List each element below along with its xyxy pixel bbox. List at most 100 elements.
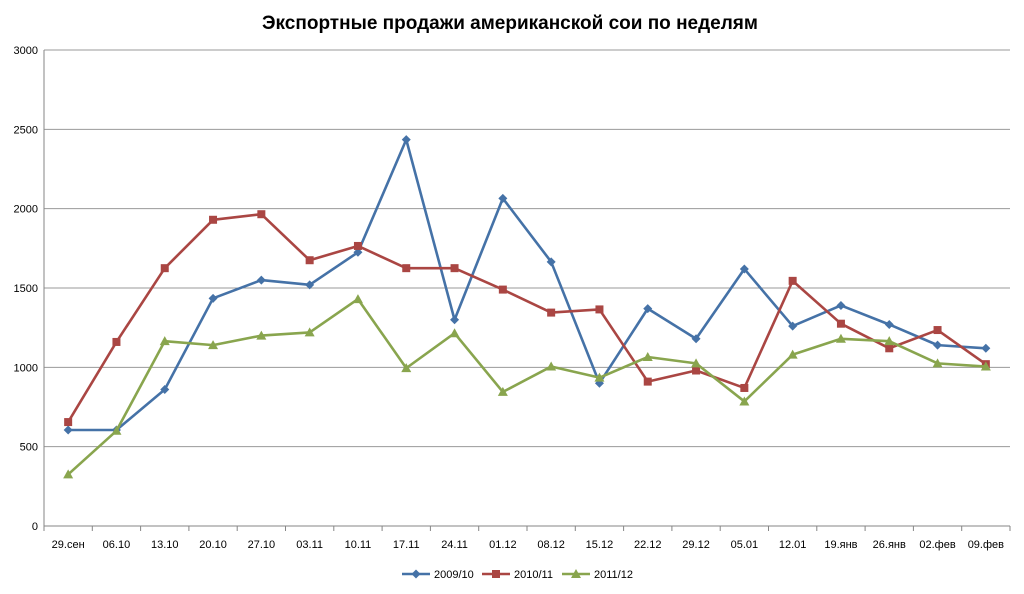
x-tick-label: 12.01 (779, 539, 807, 551)
series-2010-11 (64, 210, 990, 427)
series-2009-10 (63, 135, 991, 435)
series-line (68, 138, 986, 432)
data-point (787, 349, 798, 359)
legend-label: 2010/11 (514, 569, 553, 581)
legend-label: 2009/10 (434, 569, 474, 581)
data-point (305, 256, 314, 265)
data-point (257, 210, 266, 219)
data-point (836, 319, 845, 328)
data-point (546, 257, 556, 267)
x-tick-label: 13.10 (151, 539, 179, 551)
y-tick-label: 0 (32, 521, 38, 533)
data-point (933, 340, 943, 350)
legend-item: 2010/11 (482, 569, 553, 581)
data-point (885, 344, 894, 353)
y-tick-label: 1000 (14, 362, 38, 374)
data-point (63, 425, 73, 435)
data-point (411, 569, 421, 579)
x-tick-label: 10.11 (345, 539, 372, 551)
data-point (933, 326, 942, 335)
data-point (64, 418, 73, 427)
chart-title: Экспортные продажи американской сои по н… (262, 13, 758, 34)
x-tick-label: 17.11 (393, 539, 420, 551)
x-tick-label: 29.12 (682, 539, 710, 551)
x-tick-label: 05.01 (731, 539, 759, 551)
data-point (401, 363, 412, 373)
data-point (642, 352, 653, 362)
data-point (160, 264, 169, 273)
data-point (159, 336, 170, 346)
data-point (111, 425, 122, 435)
data-point (209, 215, 218, 224)
grid-lines (44, 49, 1010, 448)
data-point (353, 241, 362, 250)
data-point (498, 193, 508, 203)
x-tick-label: 26.янв (873, 539, 906, 551)
data-point (353, 247, 363, 257)
data-point (492, 570, 500, 578)
x-tick-label: 29.сен (52, 539, 85, 551)
data-point (208, 293, 218, 303)
x-tick-label: 24.11 (441, 539, 468, 551)
data-point (788, 321, 798, 331)
data-point (450, 264, 459, 273)
data-point (497, 386, 508, 396)
axes: 0 500 1000 1500 2000 2500 3000 29.сен 06.10 13.10… (14, 45, 1011, 551)
data-point (450, 315, 460, 325)
data-point (208, 340, 219, 350)
legend-item: 2009/10 (402, 569, 474, 581)
series-2011-12 (63, 294, 991, 479)
x-tick-label: 19.янв (824, 539, 857, 551)
data-point (692, 366, 701, 375)
data-point (546, 361, 557, 371)
data-point (63, 469, 74, 479)
y-tick-label: 2500 (14, 124, 38, 136)
x-tick-label: 20.10 (199, 539, 227, 551)
x-tick-label: 06.10 (103, 539, 131, 551)
data-point (740, 383, 749, 392)
data-point (449, 328, 460, 338)
x-tick-label: 22.12 (634, 539, 662, 551)
y-tick-label: 3000 (14, 45, 38, 57)
legend-label: 2011/12 (594, 569, 633, 581)
data-point (788, 276, 797, 285)
data-point (691, 334, 701, 344)
data-point (980, 361, 991, 371)
data-point (352, 294, 363, 304)
x-tick-label: 03.11 (296, 539, 323, 551)
legend: 2009/10 2010/11 2011/12 (402, 569, 633, 581)
data-point (643, 377, 652, 386)
data-point (932, 358, 943, 368)
data-point (547, 308, 556, 317)
x-tick-label: 09.фев (968, 539, 1004, 551)
data-point (643, 304, 653, 314)
x-tick-label: 15.12 (586, 539, 614, 551)
data-point (305, 280, 315, 290)
data-point (256, 275, 266, 285)
data-point (571, 569, 581, 578)
series-line (67, 297, 986, 476)
data-point (981, 343, 991, 353)
data-point (498, 285, 507, 294)
x-tick-label: 02.фев (919, 539, 955, 551)
y-tick-label: 500 (20, 442, 38, 454)
data-point (595, 305, 604, 314)
data-point (401, 135, 411, 145)
data-point (256, 330, 267, 340)
data-point (594, 372, 605, 382)
series-line (67, 212, 987, 423)
data-point (691, 358, 702, 368)
y-tick-label: 1500 (14, 283, 38, 295)
x-tick-label: 27.10 (248, 539, 276, 551)
data-point (739, 396, 750, 406)
data-point (884, 336, 895, 346)
data-point (112, 337, 121, 346)
x-tick-label: 01.12 (489, 539, 517, 551)
legend-item: 2011/12 (562, 569, 633, 581)
data-point (160, 385, 170, 395)
data-point (835, 333, 846, 343)
data-point (836, 300, 846, 310)
data-point (304, 327, 315, 337)
